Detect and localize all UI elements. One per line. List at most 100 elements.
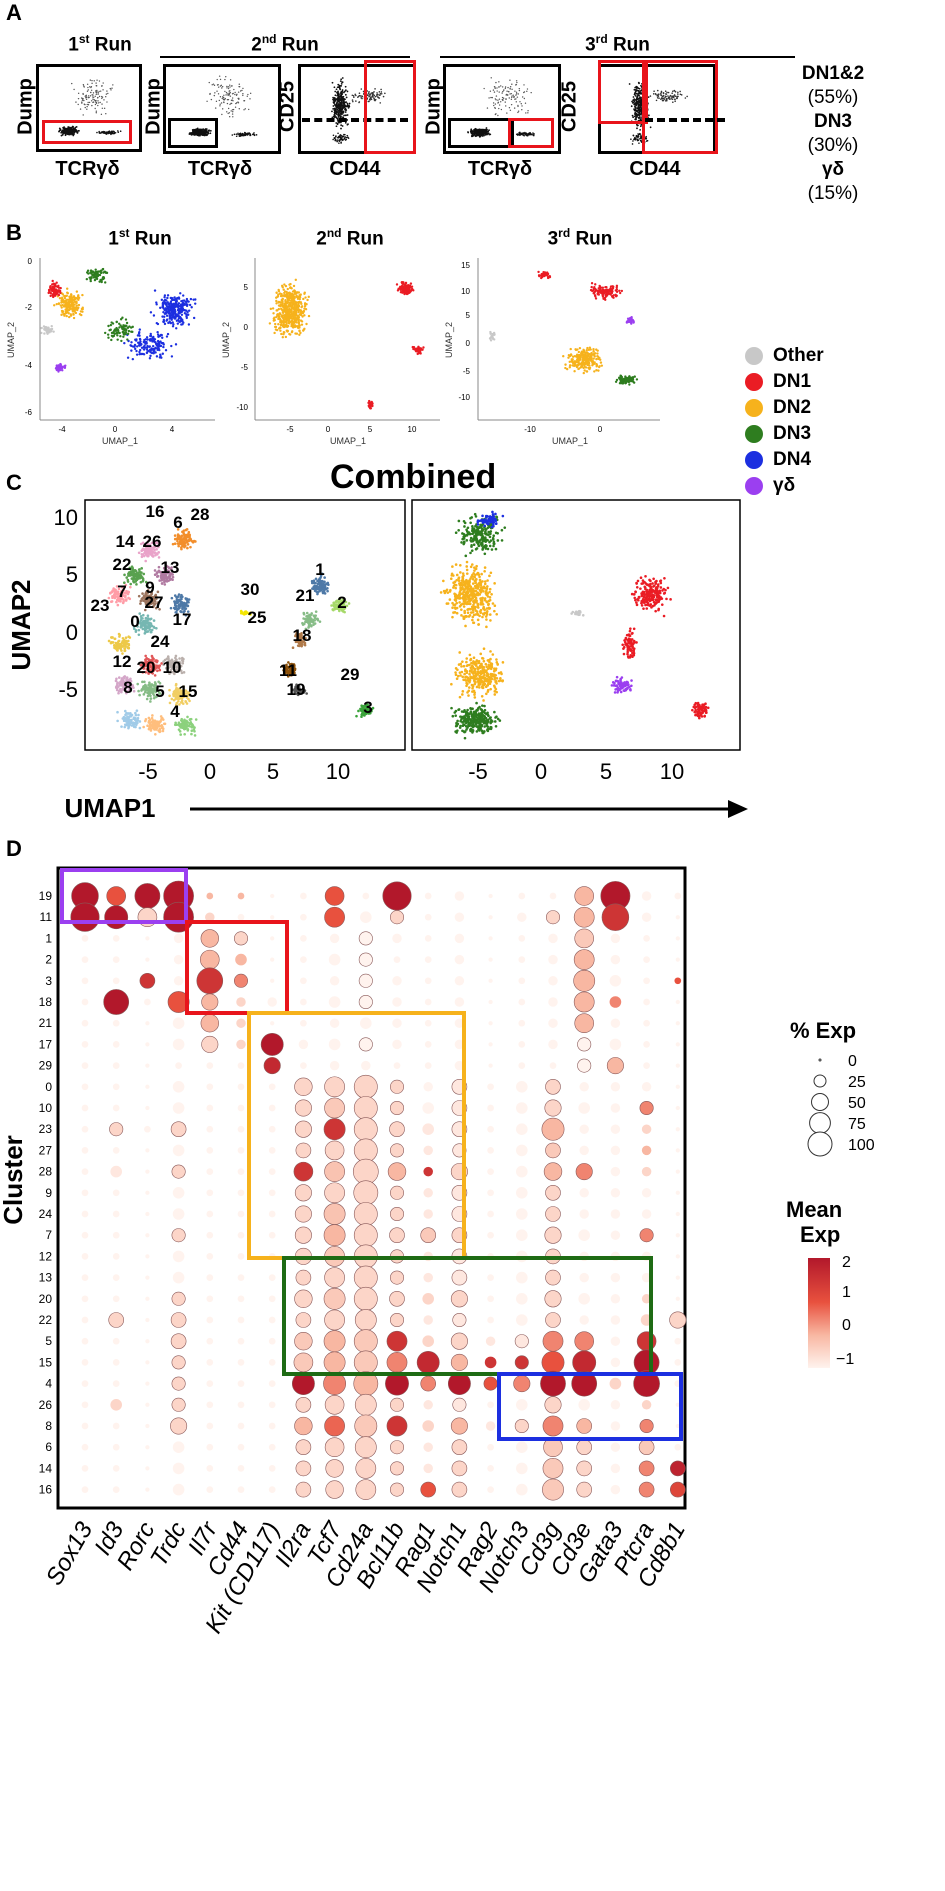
cell-point xyxy=(594,297,598,300)
cell-point xyxy=(83,99,85,102)
cell-point xyxy=(594,283,597,286)
cell-point xyxy=(636,96,639,99)
cell-point xyxy=(509,109,512,111)
cell-point xyxy=(121,327,124,330)
cell-point xyxy=(62,131,65,134)
cell-point xyxy=(593,355,596,358)
cell-point xyxy=(369,94,371,97)
cell-point xyxy=(576,358,579,362)
umap2-label: UMAP_2 xyxy=(221,322,231,358)
cell-point xyxy=(360,97,362,99)
cell-point xyxy=(97,92,100,94)
cell-point xyxy=(130,349,133,352)
cell-point xyxy=(338,114,341,116)
cell-point xyxy=(145,584,149,587)
cell-point xyxy=(140,567,144,570)
cell-point xyxy=(280,292,283,296)
cell-point xyxy=(655,99,658,102)
cell-point xyxy=(119,324,122,327)
cell-point xyxy=(474,127,477,130)
cell-point xyxy=(72,312,75,316)
cell-point xyxy=(205,134,207,137)
cell-point xyxy=(106,131,109,133)
cell-point xyxy=(572,364,576,368)
cell-point xyxy=(157,565,161,569)
cell-point xyxy=(273,325,277,329)
cell-point xyxy=(157,346,160,350)
cell-point xyxy=(68,129,71,132)
cell-point xyxy=(115,331,119,334)
cell-point xyxy=(346,134,349,137)
cell-point xyxy=(46,328,49,331)
cell-point xyxy=(232,100,234,102)
cell-point xyxy=(186,546,189,550)
cell-point xyxy=(647,96,650,99)
cell-point xyxy=(163,583,167,586)
cell-point xyxy=(609,293,612,296)
cell-point xyxy=(187,323,191,326)
cell-point xyxy=(121,598,125,601)
cell-point xyxy=(163,312,167,315)
run-number: 1 xyxy=(108,228,119,250)
cell-point xyxy=(513,107,516,109)
cell-point xyxy=(160,582,164,585)
cell-point xyxy=(177,311,180,315)
tcr-axis-label: TCRγδ xyxy=(467,158,533,180)
cell-point xyxy=(637,81,640,84)
cell-point xyxy=(223,98,226,101)
cell-point xyxy=(592,348,595,351)
cell-point xyxy=(341,77,344,79)
cell-point xyxy=(656,96,659,99)
cell-point xyxy=(124,318,128,321)
cell-point xyxy=(595,365,598,368)
cell-point xyxy=(593,290,597,293)
cell-point xyxy=(227,93,230,95)
gate-red-run2 xyxy=(364,60,416,154)
cell-point xyxy=(60,313,63,317)
cell-point xyxy=(632,140,634,142)
cell-point xyxy=(526,90,528,93)
cell-point xyxy=(607,290,611,293)
cell-point xyxy=(143,338,146,342)
cell-point xyxy=(585,349,588,352)
cell-point xyxy=(103,99,105,101)
cell-point xyxy=(190,306,193,309)
gate-percentages: DN1&2 (55%) DN3 (30%) γδ (15%) xyxy=(728,62,938,206)
cell-point xyxy=(165,314,169,318)
cell-point xyxy=(490,96,492,99)
cell-point xyxy=(479,131,482,134)
cell-point xyxy=(116,590,120,594)
cell-point xyxy=(283,317,286,321)
cell-point xyxy=(77,303,81,307)
cell-point xyxy=(122,327,126,330)
cell-point xyxy=(86,90,89,92)
cell-point xyxy=(656,89,659,92)
cell-point xyxy=(417,345,420,348)
cell-point xyxy=(633,98,636,101)
cell-point xyxy=(117,322,121,325)
cell-point xyxy=(615,288,619,291)
cell-point xyxy=(677,91,679,94)
cell-point xyxy=(147,551,151,555)
cell-point xyxy=(489,336,492,340)
cell-point xyxy=(597,369,600,372)
cell-point xyxy=(214,107,217,109)
cell-point xyxy=(517,93,520,95)
cell-point xyxy=(638,101,641,104)
cell-point xyxy=(165,571,169,575)
cell-point xyxy=(225,94,227,96)
cell-point xyxy=(483,131,486,134)
legend-dot-dn4 xyxy=(745,451,763,469)
cell-point xyxy=(58,127,61,130)
cell-point xyxy=(601,286,605,289)
cell-point xyxy=(166,294,170,297)
cell-point xyxy=(190,539,194,543)
cell-point xyxy=(299,311,303,315)
cell-point xyxy=(282,305,286,308)
cell-point xyxy=(663,98,666,100)
cell-point xyxy=(620,289,624,293)
cell-point xyxy=(637,89,640,92)
cell-point xyxy=(354,93,357,96)
cell-point xyxy=(97,104,99,107)
cell-point xyxy=(672,90,674,93)
